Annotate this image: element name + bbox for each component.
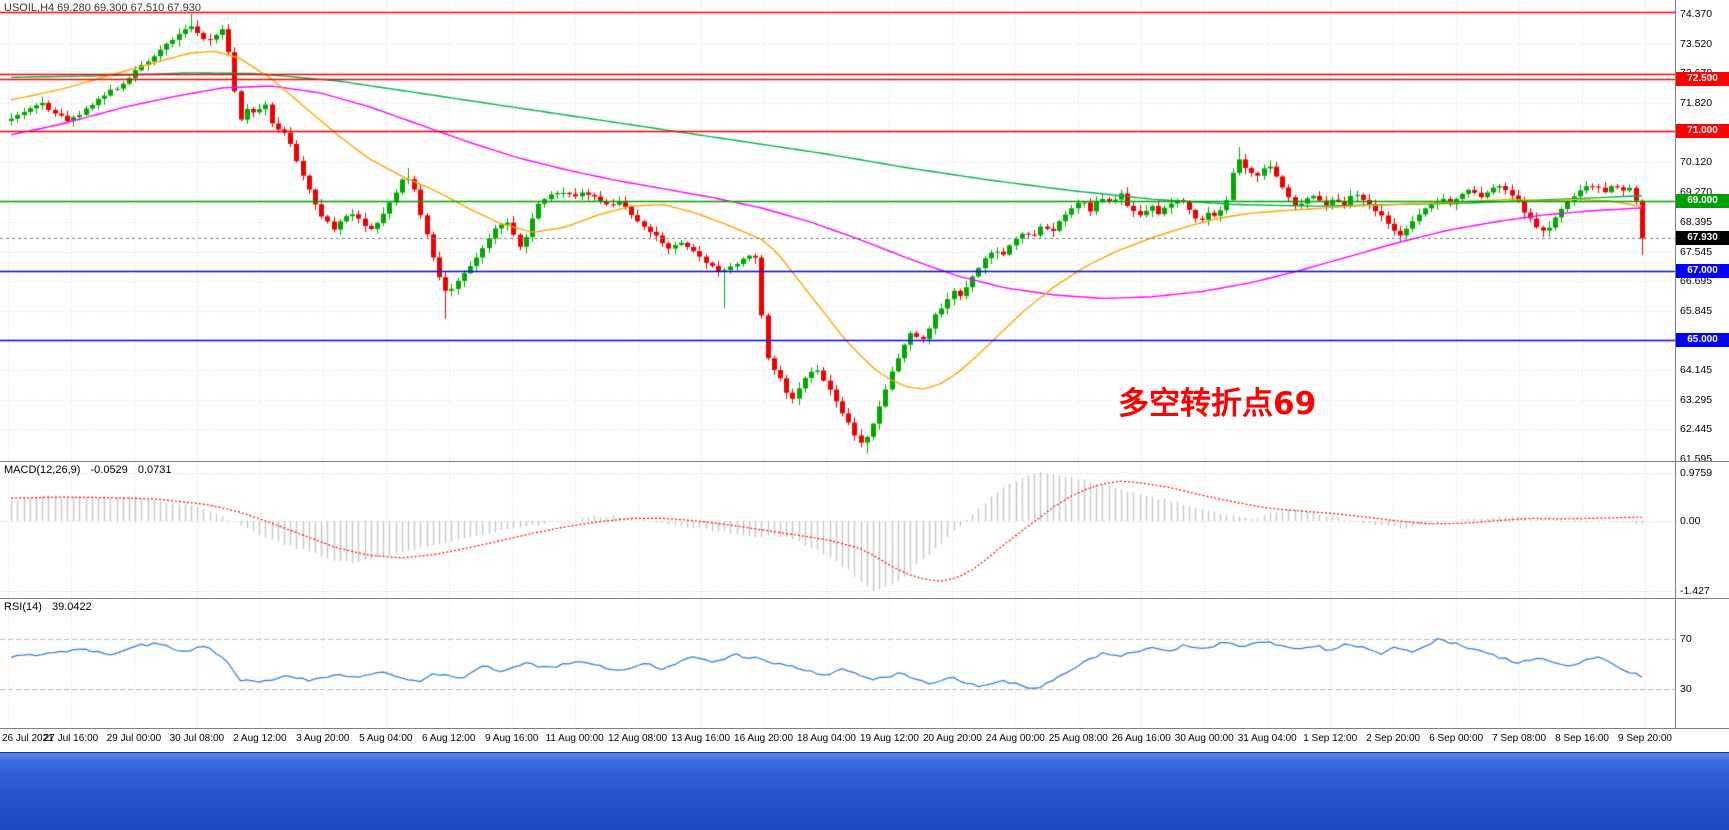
- time-axis-label: 11 Aug 00:00: [545, 733, 604, 744]
- time-axis-label: 31 Aug 04:00: [1237, 733, 1297, 744]
- time-axis-label: 27 Jul 16:00: [43, 733, 99, 744]
- price-axis-label: 68.395: [1680, 216, 1713, 229]
- time-axis-label: 5 Aug 04:00: [359, 733, 413, 744]
- macd-axis: 0.9759 0.00 -1.427: [1675, 462, 1729, 598]
- time-axis-label: 30 Aug 00:00: [1174, 733, 1234, 744]
- price-axis-label: 71.820: [1680, 96, 1713, 109]
- time-axis-label: 16 Aug 20:00: [734, 733, 794, 744]
- taskbar[interactable]: [0, 752, 1729, 830]
- time-axis-label: 6 Aug 12:00: [422, 733, 476, 744]
- current-price-badge: 67.930: [1676, 231, 1729, 246]
- macd-canvas[interactable]: [0, 462, 1675, 598]
- time-axis-label: 8 Sep 16:00: [1555, 733, 1609, 744]
- time-axis-label: 3 Aug 20:00: [296, 733, 350, 744]
- macd-axis-label: 0.9759: [1680, 466, 1713, 479]
- macd-axis-label: 0.00: [1680, 514, 1701, 527]
- time-axis-label: 7 Sep 08:00: [1492, 733, 1547, 744]
- chart-annotation-text[interactable]: 多空转折点69: [1118, 386, 1317, 422]
- rsi-axis-label: 30: [1680, 682, 1692, 695]
- rsi-value: 39.0422: [51, 601, 92, 613]
- price-axis-label: 73.520: [1680, 37, 1713, 50]
- macd-main-value: -0.0529: [90, 464, 128, 476]
- time-axis-label: 26 Aug 16:00: [1111, 733, 1171, 744]
- macd-label: MACD(12,26,9) -0.0529 0.0731: [4, 464, 172, 476]
- time-axis-label: 26 Jul 2021: [2, 733, 54, 744]
- price-axis-label: 67.545: [1680, 245, 1713, 258]
- time-axis-label: 1 Sep 12:00: [1303, 733, 1358, 744]
- macd-indicator-name: MACD(12,26,9): [4, 464, 81, 476]
- price-axis-label: 64.145: [1680, 364, 1713, 377]
- rsi-indicator-name: RSI(14): [4, 601, 42, 613]
- price-axis-label: 66.695: [1680, 275, 1713, 288]
- macd-signal-value: 0.0731: [137, 464, 172, 476]
- time-axis-label: 19 Aug 12:00: [859, 733, 919, 744]
- macd-axis-label: -1.427: [1680, 585, 1710, 598]
- time-axis-label: 2 Sep 20:00: [1366, 733, 1421, 744]
- time-axis-label: 13 Aug 16:00: [671, 733, 731, 744]
- hline-price-badge: 71.000: [1676, 124, 1729, 139]
- price-chart-panel: USOIL,H4 69.280 69.300 67.510 67.930 多空转…: [0, 0, 1729, 465]
- price-axis-label: 63.295: [1680, 393, 1713, 406]
- price-axis: 74.37073.52072.67071.82070.97070.12069.2…: [1675, 0, 1729, 465]
- rsi-label: RSI(14) 39.0422: [4, 601, 92, 613]
- macd-indicator-panel: MACD(12,26,9) -0.0529 0.0731 0.9759 0.00 -…: [0, 462, 1729, 598]
- time-axis-label: 2 Aug 12:00: [233, 733, 287, 744]
- price-axis-label: 74.370: [1680, 8, 1713, 20]
- hline-price-badge: 65.000: [1676, 333, 1729, 348]
- price-axis-label: 65.845: [1680, 304, 1713, 317]
- time-axis-label: 30 Jul 08:00: [169, 733, 225, 744]
- rsi-indicator-panel: RSI(14) 39.0422 70 30: [0, 599, 1729, 728]
- time-axis-label: 29 Jul 00:00: [106, 733, 162, 744]
- time-axis-label: 24 Aug 00:00: [985, 733, 1045, 744]
- rsi-canvas[interactable]: [0, 599, 1675, 728]
- time-axis-label: 20 Aug 20:00: [922, 733, 982, 744]
- time-axis-label: 9 Aug 16:00: [484, 733, 539, 744]
- hline-price-badge: 67.000: [1676, 263, 1729, 278]
- time-axis-label: 18 Aug 04:00: [797, 733, 856, 744]
- price-chart-canvas[interactable]: [0, 0, 1675, 461]
- price-axis-label: 70.120: [1680, 155, 1713, 168]
- hline-price-badge: 72.500: [1676, 72, 1729, 87]
- time-axis-divider: [0, 728, 1729, 729]
- rsi-axis-label: 70: [1680, 632, 1692, 645]
- panel-splitter-rsi[interactable]: [0, 598, 1729, 599]
- panel-splitter-macd[interactable]: [0, 461, 1729, 462]
- rsi-axis: 70 30: [1675, 599, 1729, 728]
- time-axis-label: 12 Aug 08:00: [608, 733, 668, 744]
- time-axis-label: 6 Sep 00:00: [1429, 733, 1484, 744]
- time-axis: 26 Jul 2021 27 Jul 16:00 29 Jul 00:00 30 Ju…: [0, 729, 1729, 752]
- hline-price-badge: 69.000: [1676, 193, 1729, 208]
- price-axis-label: 62.445: [1680, 423, 1713, 436]
- time-axis-label: 25 Aug 08:00: [1048, 733, 1108, 744]
- time-axis-label: 9 Sep 20:00: [1618, 733, 1672, 744]
